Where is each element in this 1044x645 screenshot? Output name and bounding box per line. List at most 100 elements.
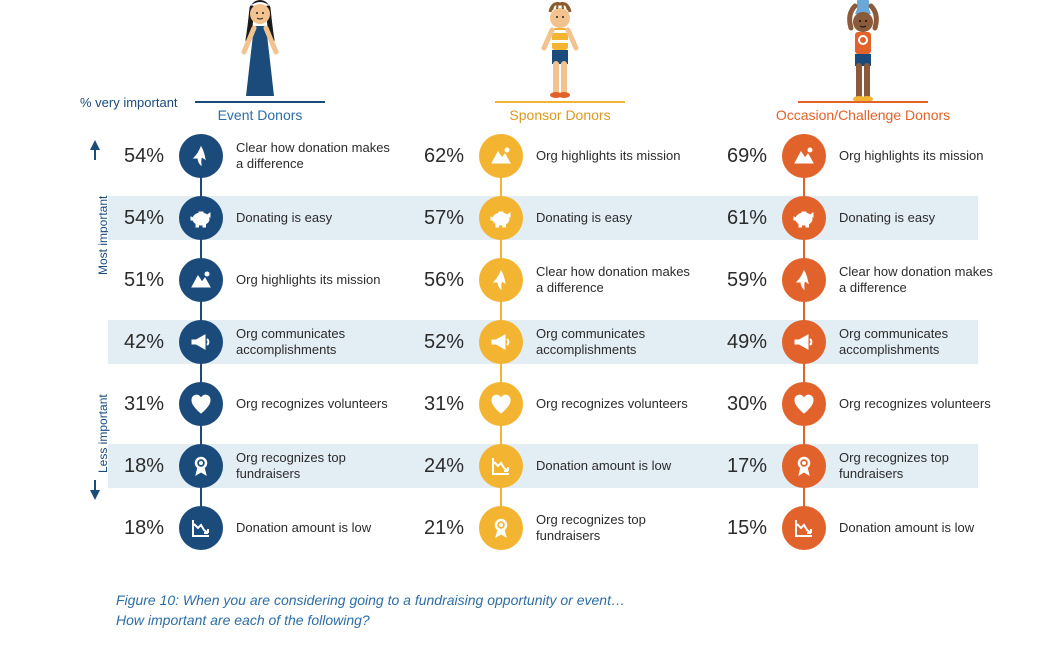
data-row: 21% Org recognizes top fundraisers (410, 497, 710, 559)
column-title: Occasion/Challenge Donors (713, 107, 1013, 123)
row-label: Donation amount is low (532, 458, 710, 474)
data-row: 69% Org highlights its mission (713, 125, 1013, 187)
arrow-up-icon (782, 258, 826, 302)
data-row: 59% Clear how donation makes a difference (713, 249, 1013, 311)
row-label: Org highlights its mission (532, 148, 710, 164)
icon-wrap (470, 382, 532, 426)
connector-line (200, 240, 202, 262)
column-title: Event Donors (110, 107, 410, 123)
icon-wrap (170, 382, 232, 426)
connector-line (803, 364, 805, 386)
piggy-icon (179, 196, 223, 240)
header-rule (798, 101, 928, 103)
percent-value: 61% (713, 207, 773, 230)
row-label: Donation amount is low (835, 520, 1013, 536)
data-row: 31%Org recognizes volunteers (410, 373, 710, 435)
connector-line (803, 488, 805, 510)
data-row: 42% Org communicates accomplishments (110, 311, 410, 373)
icon-wrap (773, 382, 835, 426)
mountain-icon (479, 134, 523, 178)
connector-line (500, 240, 502, 262)
percent-value: 56% (410, 269, 470, 292)
connector-line (200, 178, 202, 200)
header-rule (495, 101, 625, 103)
percent-value: 57% (410, 207, 470, 230)
icon-wrap (773, 258, 835, 302)
piggy-icon (479, 196, 523, 240)
icon-wrap (773, 506, 835, 550)
column-header: Sponsor Donors (410, 0, 710, 125)
icon-wrap (170, 320, 232, 364)
header-rule (195, 101, 325, 103)
connector-line (500, 302, 502, 324)
row-label: Donating is easy (232, 210, 410, 226)
data-row: 51% Org highlights its mission (110, 249, 410, 311)
row-label: Org recognizes top fundraisers (232, 450, 410, 483)
icon-wrap (470, 444, 532, 488)
connector-line (803, 178, 805, 200)
icon-wrap (170, 134, 232, 178)
data-row: 18%Donation amount is low (110, 497, 410, 559)
connector-line (803, 302, 805, 324)
heart-icon (782, 382, 826, 426)
character-icon (833, 0, 893, 109)
data-row: 24% Donation amount is low (410, 435, 710, 497)
megaphone-icon (782, 320, 826, 364)
percent-value: 59% (713, 269, 773, 292)
data-row: 54% Donating is easy (110, 187, 410, 249)
percent-value: 24% (410, 455, 470, 478)
percent-value: 51% (110, 269, 170, 292)
data-row: 54%Clear how donation makes a difference (110, 125, 410, 187)
data-row: 31%Org recognizes volunteers (110, 373, 410, 435)
connector-line (803, 426, 805, 448)
character-icon (232, 0, 288, 105)
chart-down-icon (479, 444, 523, 488)
rows: 69%Org highlights its mission61%Donating… (713, 125, 1013, 559)
percent-value: 21% (410, 517, 470, 540)
connector-line (500, 488, 502, 510)
row-label: Org communicates accomplishments (232, 326, 410, 359)
mountain-icon (782, 134, 826, 178)
percent-value: 18% (110, 455, 170, 478)
column-header: Event Donors (110, 0, 410, 125)
row-label: Org recognizes top fundraisers (835, 450, 1013, 483)
data-row: 57%Donating is easy (410, 187, 710, 249)
heart-icon (479, 382, 523, 426)
data-row: 62% Org highlights its mission (410, 125, 710, 187)
ribbon-icon (179, 444, 223, 488)
percent-value: 42% (110, 331, 170, 354)
row-label: Org highlights its mission (232, 272, 410, 288)
data-row: 56%Clear how donation makes a difference (410, 249, 710, 311)
icon-wrap (170, 444, 232, 488)
row-label: Org communicates accomplishments (835, 326, 1013, 359)
icon-wrap (470, 196, 532, 240)
percent-value: 54% (110, 207, 170, 230)
percent-value: 52% (410, 331, 470, 354)
icon-wrap (773, 320, 835, 364)
icon-wrap (170, 506, 232, 550)
icon-wrap (773, 444, 835, 488)
side-arrow-most (90, 140, 100, 160)
connector-line (803, 240, 805, 262)
connector-line (200, 488, 202, 510)
column-sponsor: Sponsor Donors 62% Org highlights its miss… (410, 0, 710, 559)
percent-value: 17% (713, 455, 773, 478)
chart-down-icon (179, 506, 223, 550)
icon-wrap (170, 196, 232, 240)
row-label: Org highlights its mission (835, 148, 1013, 164)
mountain-icon (179, 258, 223, 302)
row-label: Clear how donation makes a difference (835, 264, 1013, 297)
rows: 54%Clear how donation makes a difference… (110, 125, 410, 559)
data-row: 52%Org communicates accomplishments (410, 311, 710, 373)
figure-caption: Figure 10: When you are considering goin… (116, 590, 636, 631)
icon-wrap (470, 320, 532, 364)
percent-value: 69% (713, 145, 773, 168)
row-label: Org recognizes volunteers (232, 396, 410, 412)
connector-line (200, 302, 202, 324)
row-label: Org recognizes top fundraisers (532, 512, 710, 545)
connector-line (500, 178, 502, 200)
chart-down-icon (782, 506, 826, 550)
megaphone-icon (479, 320, 523, 364)
connector-line (500, 426, 502, 448)
percent-value: 62% (410, 145, 470, 168)
